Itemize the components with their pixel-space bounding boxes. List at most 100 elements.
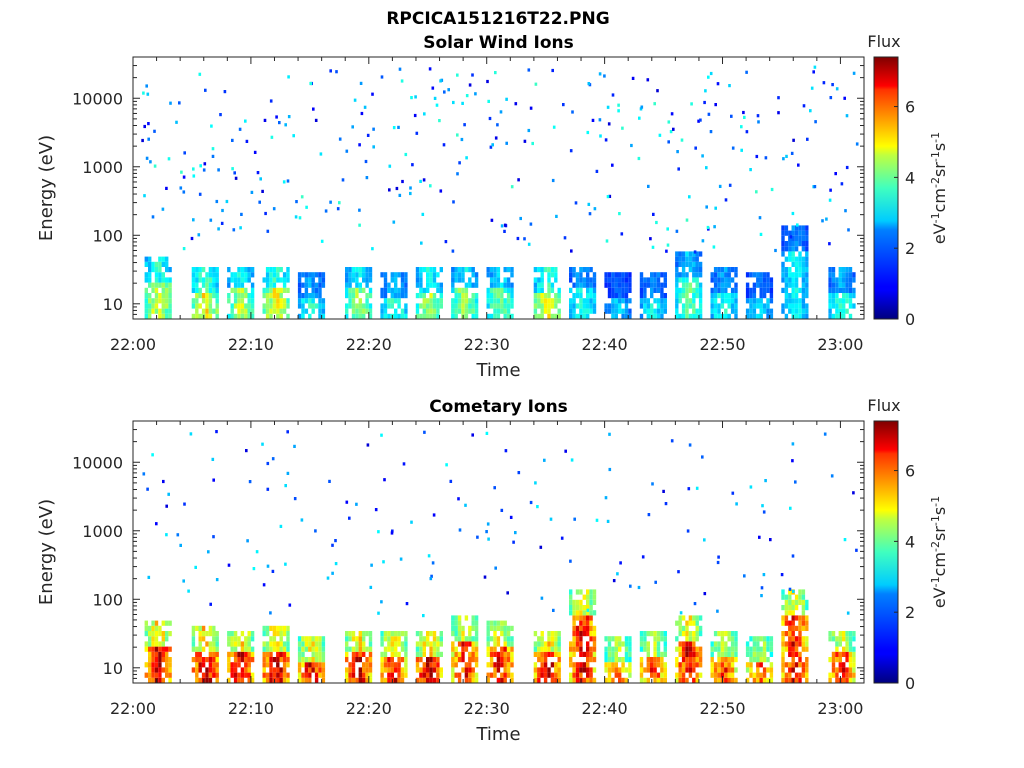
heatmap-cell [569,559,572,563]
heatmap-cell [547,672,551,678]
heatmap-cell [304,657,309,663]
heatmap-cell [685,298,689,304]
heatmap-cell [158,677,162,683]
heatmap-cell [688,303,693,309]
heatmap-cell [624,677,629,683]
heatmap-cell [265,625,270,631]
heatmap-cell [831,631,836,637]
heatmap-cell [784,267,789,273]
heatmap-cell [752,287,757,293]
heatmap-cell [191,298,196,304]
heatmap-cell [791,657,795,663]
heatmap-cell [831,83,834,87]
heatmap-cell [752,646,757,652]
heatmap-cell [390,272,394,278]
heatmap-cell [329,200,332,204]
heatmap-cell [653,298,657,304]
heatmap-cell [245,449,248,453]
heatmap-cell [639,631,644,637]
x-axis-label: Time [475,360,520,381]
heatmap-cell [692,251,696,257]
heatmap-cell [582,308,586,314]
heatmap-cell [491,143,494,147]
heatmap-cell [239,226,242,230]
heatmap-cell [308,672,312,678]
heatmap-cell [301,636,305,642]
heatmap-cell [639,282,644,288]
heatmap-cell [387,303,391,309]
heatmap-cell [572,615,576,621]
heatmap-cell [698,657,703,663]
heatmap-cell [358,677,362,683]
heatmap-cell [198,303,202,309]
heatmap-cell [611,272,615,278]
heatmap-cell [628,313,632,319]
heatmap-cell [154,272,159,278]
heatmap-cell [628,667,632,673]
heatmap-cell [195,287,199,293]
heatmap-cell [699,118,702,122]
heatmap-cell [215,287,219,293]
heatmap-cell [730,308,735,314]
heatmap-cell [756,657,760,663]
heatmap-cell [572,631,576,637]
heatmap-cell [611,93,615,97]
heatmap-cell [358,667,362,673]
heatmap-cell [419,282,423,288]
heatmap-cell [240,293,245,299]
heatmap-cell [639,293,644,299]
heatmap-cell [183,151,186,155]
heatmap-cell [436,308,440,314]
heatmap-cell [365,298,369,304]
heatmap-cell [586,267,590,273]
heatmap-cell [286,298,290,304]
heatmap-cell [454,287,458,293]
heatmap-cell [215,293,219,299]
heatmap-cell [205,672,209,678]
heatmap-cell [781,287,785,293]
heatmap-cell [781,636,785,642]
heatmap-cell [253,150,257,154]
heatmap-cell [766,667,770,673]
heatmap-cell [190,236,194,241]
heatmap-cell [142,91,145,95]
heatmap-cell [781,277,785,283]
heatmap-cell [685,251,689,257]
heatmap-cell [730,677,735,683]
heatmap-cell [468,631,472,637]
heatmap-cell [496,657,501,663]
heatmap-cell [653,657,657,663]
heatmap-cell [404,303,408,309]
heatmap-cell [321,303,326,309]
heatmap-cell [476,535,479,539]
heatmap-cell [195,282,199,288]
heatmap-cell [586,313,590,319]
heatmap-cell [557,646,561,652]
heatmap-cell [231,167,234,171]
heatmap-cell [240,631,245,637]
heatmap-cell [717,303,721,309]
heatmap-cell [569,657,573,663]
heatmap-cell [603,74,606,78]
heatmap-cell [429,267,433,273]
heatmap-cell [276,667,280,673]
heatmap-cell [262,308,266,314]
heatmap-cell [345,672,349,678]
heatmap-cell [432,303,437,309]
heatmap-cell [233,677,238,683]
heatmap-cell [263,118,267,122]
heatmap-cell [279,672,283,678]
heatmap-cell [308,277,312,283]
heatmap-cell [227,636,231,642]
heatmap-cell [297,287,302,293]
heatmap-cell [486,662,490,668]
heatmap-cell [215,308,219,314]
heatmap-cell [429,313,433,319]
heatmap-cell [621,298,625,304]
heatmap-cell [321,272,326,278]
heatmap-cell [355,657,359,663]
heatmap-cell [695,282,699,288]
heatmap-cell [237,298,241,304]
heatmap-cell [471,267,475,273]
heatmap-cell [422,303,426,309]
